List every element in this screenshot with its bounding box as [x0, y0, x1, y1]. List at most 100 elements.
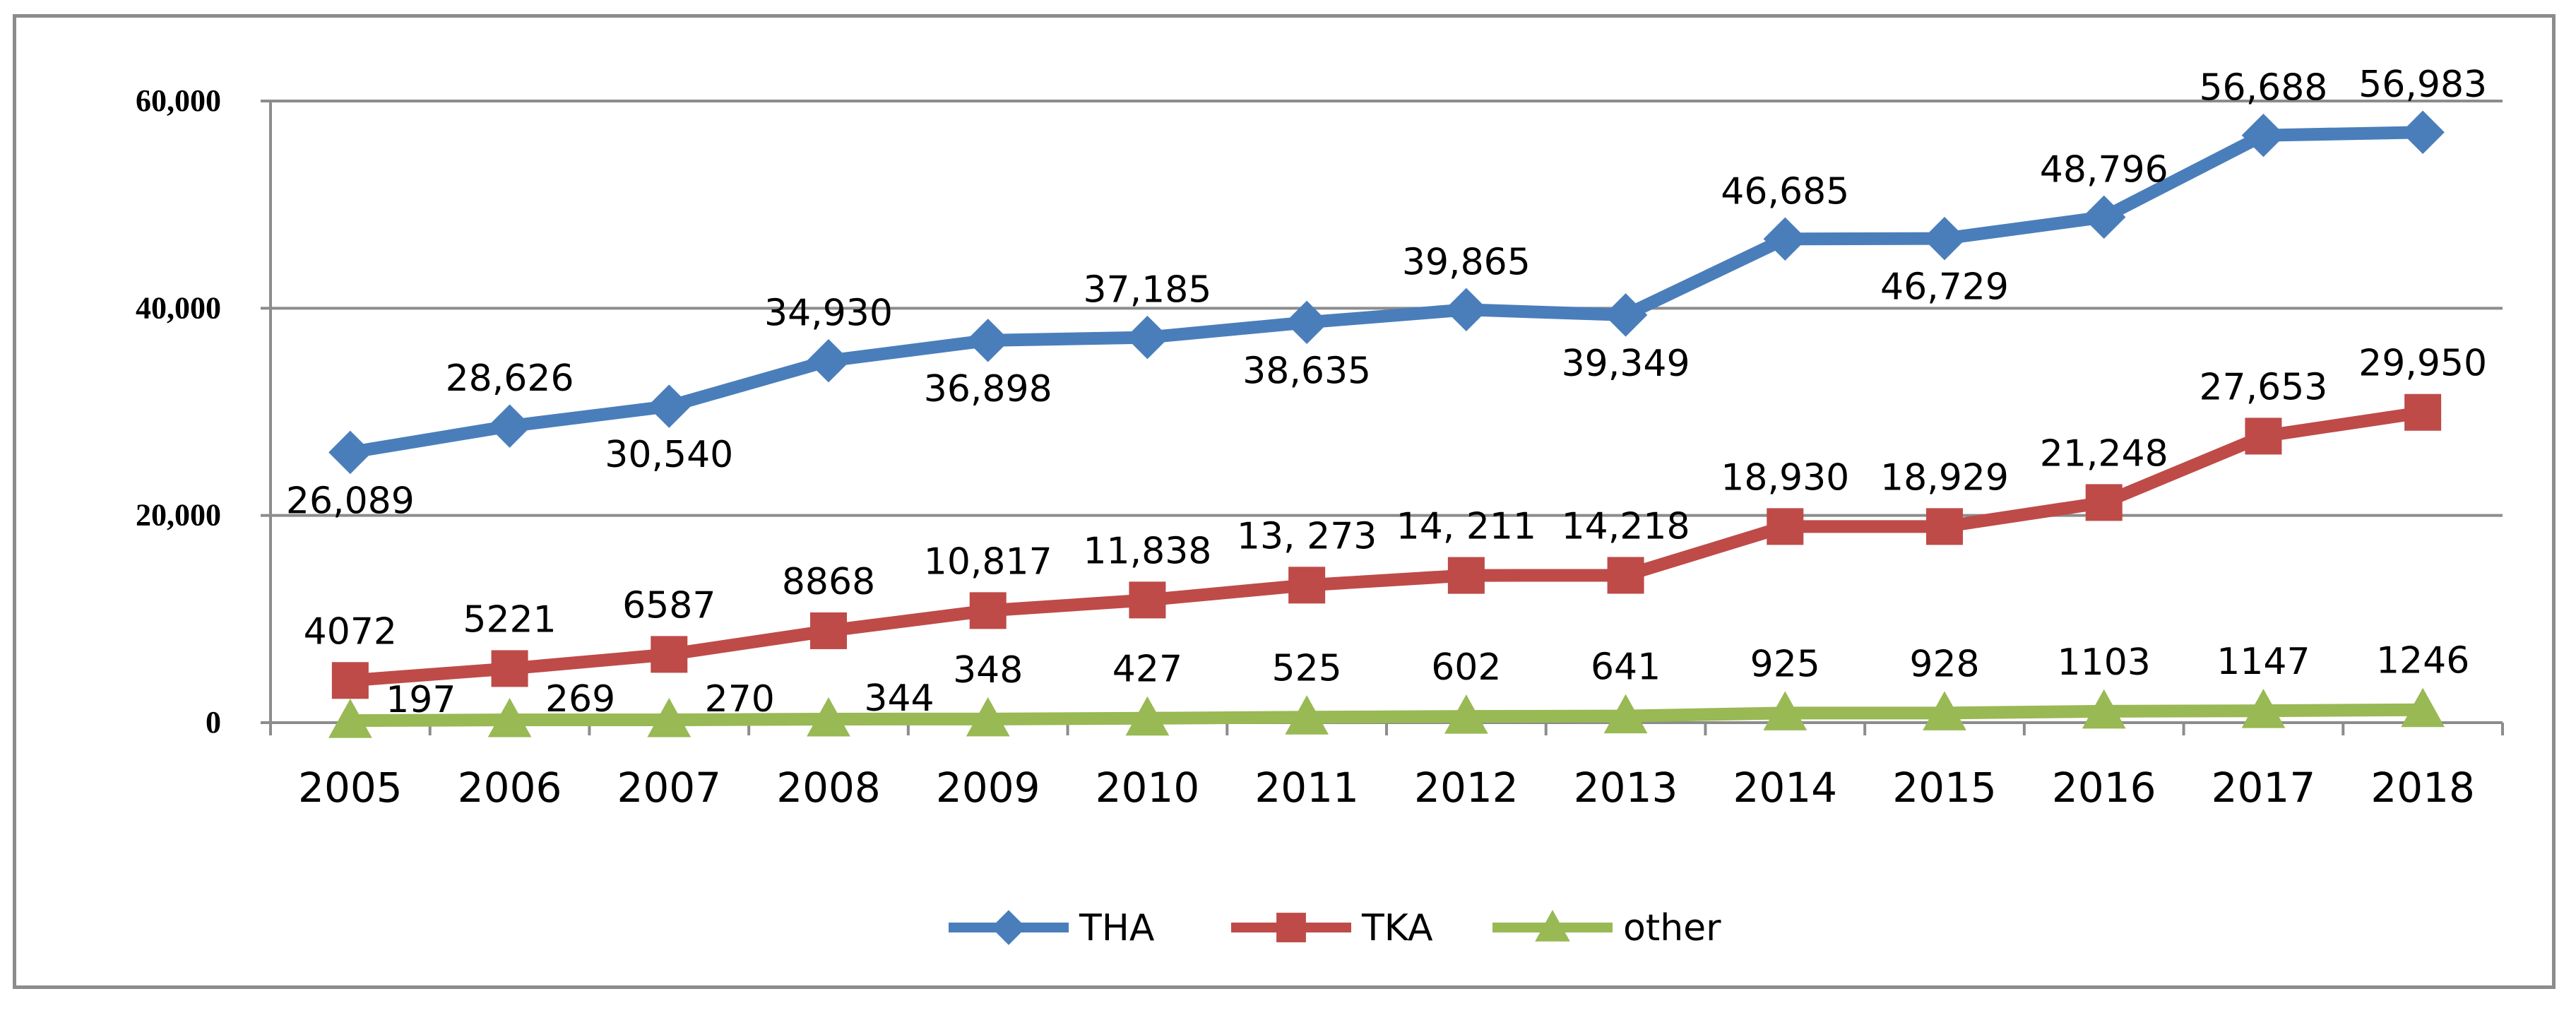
tka-point	[2085, 484, 2123, 521]
x-tick-label: 2007	[617, 764, 721, 812]
tha-point	[328, 430, 372, 475]
other-point	[2401, 687, 2445, 728]
tha-point	[2241, 113, 2286, 158]
other-point	[966, 697, 1010, 737]
other-data-label: 348	[953, 649, 1023, 692]
legend-label-tha: THA	[1079, 907, 1155, 949]
tha-point	[2401, 110, 2445, 154]
tha-point	[647, 384, 691, 428]
other-point	[328, 699, 372, 738]
other-point	[2241, 689, 2286, 728]
tka-data-label: 18,930	[1721, 456, 1849, 499]
x-tick-label: 2006	[458, 764, 562, 812]
other-point	[807, 697, 850, 737]
x-tick-label: 2012	[1414, 764, 1519, 812]
tha-data-label: 39,865	[1402, 241, 1531, 283]
other-data-label: 269	[545, 678, 615, 721]
tka-point	[331, 662, 369, 699]
other-data-label: 197	[386, 679, 456, 721]
x-tick-label: 2015	[1892, 764, 1997, 812]
legend-marker-other	[1535, 909, 1570, 942]
x-tick-label: 2011	[1254, 764, 1359, 812]
tka-data-label: 14, 211	[1396, 506, 1536, 548]
x-tick-label: 2010	[1096, 764, 1200, 812]
other-point	[1923, 691, 1966, 730]
tha-point	[1444, 288, 1488, 332]
other-data-label: 344	[864, 677, 934, 720]
x-tick-label: 2017	[2212, 764, 2316, 812]
tka-point	[491, 650, 528, 687]
x-tick-label: 2009	[936, 764, 1040, 812]
other-data-label: 1246	[2376, 640, 2469, 682]
other-point	[647, 698, 692, 737]
tka-point	[1447, 557, 1485, 594]
tha-data-label: 48,796	[2040, 148, 2168, 191]
other-data-label: 1147	[2216, 641, 2310, 683]
tka-point	[810, 612, 847, 649]
tka-data-label: 18,929	[1880, 456, 2009, 499]
tha-data-label: 56,983	[2358, 64, 2487, 106]
tha-point	[1923, 216, 1966, 261]
tka-data-label: 6587	[622, 584, 716, 627]
tha-point	[2082, 195, 2126, 239]
y-tick-label: 0	[206, 705, 221, 740]
tka-data-label: 5221	[463, 598, 556, 641]
x-tick-label: 2008	[776, 764, 881, 812]
tha-data-label: 37,185	[1083, 269, 1211, 312]
tha-data-label: 46,729	[1880, 266, 2009, 309]
other-data-label: 602	[1431, 646, 1501, 689]
other-point	[1444, 694, 1488, 734]
tha-data-label: 56,688	[2199, 67, 2327, 109]
tka-point	[969, 592, 1007, 629]
tka-point	[2245, 417, 2282, 455]
tha-data-label: 34,930	[764, 292, 893, 335]
other-point	[1603, 694, 1648, 734]
tka-point	[1288, 567, 1326, 604]
tka-data-label: 11,838	[1083, 530, 1211, 572]
other-data-label: 1103	[2058, 641, 2151, 684]
tha-point	[1763, 217, 1807, 261]
other-point	[1763, 691, 1808, 730]
other-data-label: 427	[1112, 648, 1182, 691]
tka-data-label: 10,817	[924, 540, 1052, 583]
tha-point	[487, 404, 532, 448]
other-data-label: 270	[705, 678, 775, 721]
other-data-label: 525	[1272, 647, 1342, 689]
tha-point	[1285, 300, 1329, 345]
tka-data-label: 13, 273	[1237, 515, 1377, 557]
legend-marker-tka	[1276, 913, 1306, 942]
tha-point	[1603, 293, 1648, 337]
tha-data-label: 46,685	[1721, 170, 1849, 213]
tka-data-label: 27,653	[2199, 366, 2327, 408]
tha-data-label: 26,089	[286, 480, 415, 522]
other-data-label: 641	[1591, 646, 1661, 689]
other-data-label: 925	[1750, 643, 1820, 685]
tha-data-label: 28,626	[446, 357, 574, 400]
tha-point	[1125, 315, 1170, 360]
tka-data-label: 14,218	[1562, 505, 1690, 547]
y-tick-label: 60,000	[136, 83, 221, 118]
y-tick-label: 20,000	[136, 498, 221, 533]
tka-point	[651, 636, 688, 673]
line-chart: 0 20,000 40,000 60,000 2005 2006 2007 2008 2009 2…	[136, 64, 2504, 949]
tka-data-label: 29,950	[2358, 343, 2487, 385]
tka-point	[1129, 581, 1166, 619]
tha-point	[807, 338, 850, 383]
tha-data-label: 39,349	[1562, 343, 1690, 385]
other-point	[1285, 695, 1329, 735]
legend-marker-tha	[991, 910, 1026, 945]
series-line-other	[350, 703, 2423, 728]
other-point	[2082, 689, 2126, 729]
tha-data-label: 38,635	[1242, 350, 1371, 392]
x-tick-label: 2016	[2052, 764, 2156, 812]
tka-point	[2404, 393, 2442, 431]
other-point	[1125, 696, 1170, 736]
legend-label-other: other	[1623, 907, 1721, 949]
tka-point	[1926, 508, 1963, 545]
tka-data-label: 4072	[304, 610, 397, 653]
series-line-tka	[350, 405, 2424, 687]
tka-data-label: 21,248	[2040, 432, 2168, 475]
tha-data-label: 30,540	[605, 434, 733, 476]
tka-point	[1607, 557, 1644, 594]
other-data-label: 928	[1909, 643, 1979, 685]
